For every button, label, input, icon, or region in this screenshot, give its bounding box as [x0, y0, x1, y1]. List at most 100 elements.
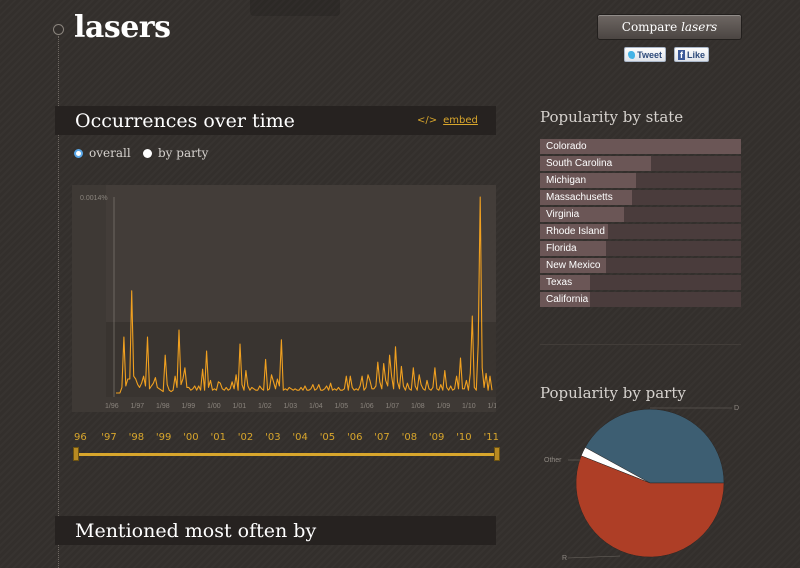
state-bar	[540, 275, 591, 290]
range-end-handle[interactable]	[494, 447, 500, 461]
year-label[interactable]: 96	[74, 432, 87, 443]
pie-slice-label: Other	[544, 457, 562, 464]
y-max-label: 0.0014%	[80, 195, 108, 202]
year-label[interactable]: '98	[128, 432, 145, 443]
view-option-by-party-label: by party	[158, 146, 209, 160]
embed-link[interactable]: </> embed	[417, 115, 478, 126]
x-tick-label: 1/98	[156, 403, 170, 410]
like-button-label: Like	[686, 49, 705, 60]
radio-icon	[143, 148, 152, 158]
section-divider	[540, 344, 741, 345]
timeline-line	[58, 36, 59, 568]
code-icon: </>	[417, 115, 438, 126]
tweet-button-label: Tweet	[637, 49, 662, 60]
year-label[interactable]: '02	[237, 432, 254, 443]
compare-button-term: lasers	[681, 20, 718, 34]
occurrences-header	[55, 106, 496, 135]
x-tick-labels: 1/96 1/97 1/98 1/99 1/00 1/01 1/02 1/03 1/04 1/05…	[105, 403, 501, 410]
state-row[interactable]: Michigan	[540, 173, 741, 188]
year-label[interactable]: '03	[265, 432, 281, 443]
state-row[interactable]: Texas	[540, 275, 741, 290]
pie-slice[interactable]	[584, 408, 725, 484]
state-bar	[540, 156, 651, 171]
year-label[interactable]: '97	[101, 432, 117, 443]
chart-lower-band	[106, 322, 496, 397]
occurrences-title: Occurrences over time	[75, 110, 295, 132]
range-start-handle[interactable]	[73, 447, 79, 461]
state-label: Michigan	[546, 175, 587, 186]
year-label[interactable]: '10	[456, 432, 472, 443]
x-tick-label: 1/10	[462, 403, 476, 410]
state-bar	[540, 207, 625, 222]
compare-button-prefix: Compare	[621, 20, 678, 34]
occurrences-chart: 0.0014% 1/96 1/97 1/98 1/99 1/00 1/01 1/02 1/03…	[80, 185, 501, 410]
view-option-by-party[interactable]: by party	[143, 146, 208, 160]
x-tick-label: 1/07	[386, 403, 400, 410]
year-label[interactable]: '04	[292, 432, 308, 443]
pie-slice-label: R	[562, 555, 567, 562]
state-row[interactable]: New Mexico	[540, 258, 741, 273]
state-row[interactable]: Massachusetts	[540, 190, 741, 205]
tweet-button[interactable]: Tweet	[624, 47, 666, 62]
state-row[interactable]: South Carolina	[540, 156, 741, 171]
state-bar	[540, 292, 591, 307]
pie-leader-line	[567, 555, 621, 559]
x-tick-label: 1/08	[411, 403, 425, 410]
state-bar	[540, 190, 633, 205]
range-slider-track[interactable]	[76, 453, 500, 456]
state-popularity-title: Popularity by state	[540, 108, 684, 126]
facebook-icon: f	[678, 49, 685, 60]
x-tick-label: 1/05	[335, 403, 349, 410]
state-label: Texas	[546, 277, 573, 288]
pie-slice[interactable]	[575, 455, 725, 558]
party-pie-chart: D Other R	[544, 405, 739, 562]
state-bar	[540, 258, 607, 273]
timeline-dot	[53, 24, 64, 35]
x-tick-label: 1/99	[182, 403, 196, 410]
mentioned-header	[55, 516, 496, 545]
twitter-icon	[628, 50, 636, 59]
state-row[interactable]: Florida	[540, 241, 741, 256]
state-label: California	[546, 294, 589, 305]
state-bar	[540, 139, 741, 154]
x-tick-label: 1/09	[437, 403, 451, 410]
chart-upper-band	[106, 185, 496, 322]
compare-button[interactable]: Compare lasers	[597, 14, 742, 40]
page-title: lasers	[74, 10, 171, 45]
x-tick-label: 1/03	[284, 403, 298, 410]
year-label[interactable]: '08	[401, 432, 418, 443]
state-label: Rhode Island	[546, 226, 605, 237]
view-option-overall-label: overall	[89, 146, 131, 160]
year-label[interactable]: '07	[374, 432, 390, 443]
year-label[interactable]: '06	[347, 432, 363, 443]
state-label: Florida	[546, 243, 577, 254]
state-row[interactable]: Rhode Island	[540, 224, 741, 239]
like-button[interactable]: f Like	[674, 47, 709, 62]
x-tick-label: 1/00	[207, 403, 221, 410]
year-label[interactable]: '09	[428, 432, 445, 443]
x-tick-label: 1/06	[360, 403, 374, 410]
year-label[interactable]: '00	[183, 432, 199, 443]
x-tick-label: 1/11	[488, 403, 497, 410]
state-row[interactable]: Virginia	[540, 207, 741, 222]
top-decoration	[250, 0, 340, 16]
state-bar	[540, 224, 609, 239]
x-tick-label: 1/96	[105, 403, 119, 410]
embed-label: embed	[443, 115, 478, 126]
state-bar	[540, 173, 637, 188]
year-label[interactable]: '05	[319, 432, 336, 443]
state-list: Colorado South Carolina Michigan Massachuse…	[540, 139, 741, 309]
state-row[interactable]: Colorado	[540, 139, 741, 154]
state-bar	[540, 241, 607, 256]
year-label[interactable]: '11	[483, 432, 499, 443]
x-tick-label: 1/02	[258, 403, 272, 410]
x-tick-label: 1/04	[309, 403, 323, 410]
year-label[interactable]: '99	[155, 432, 172, 443]
year-label[interactable]: '01	[210, 432, 226, 443]
state-label: New Mexico	[546, 260, 601, 271]
x-tick-label: 1/97	[131, 403, 145, 410]
occurrences-chart-panel: 0.0014% 1/96 1/97 1/98 1/99 1/00 1/01 1/02 1/03…	[72, 185, 501, 412]
view-option-overall[interactable]: overall	[74, 146, 131, 160]
party-popularity-title: Popularity by party	[540, 384, 686, 402]
state-row[interactable]: California	[540, 292, 741, 307]
